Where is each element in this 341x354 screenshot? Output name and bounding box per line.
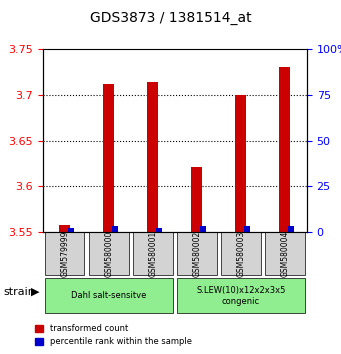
- Legend: transformed count, percentile rank within the sample: transformed count, percentile rank withi…: [31, 321, 195, 350]
- Text: strain: strain: [3, 287, 35, 297]
- Bar: [280, 67, 290, 232]
- FancyBboxPatch shape: [265, 232, 305, 275]
- FancyBboxPatch shape: [45, 279, 173, 313]
- Text: Dahl salt-sensitve: Dahl salt-sensitve: [71, 291, 146, 301]
- FancyBboxPatch shape: [221, 232, 261, 275]
- FancyBboxPatch shape: [133, 232, 173, 275]
- Bar: [59, 225, 70, 232]
- Bar: [191, 167, 202, 232]
- Text: GSM580004: GSM580004: [280, 230, 290, 277]
- Bar: [68, 228, 74, 232]
- Text: GSM580003: GSM580003: [236, 230, 245, 277]
- Bar: [103, 84, 114, 232]
- Bar: [288, 227, 294, 232]
- Bar: [235, 95, 246, 232]
- Text: S.LEW(10)x12x2x3x5
congenic: S.LEW(10)x12x2x3x5 congenic: [196, 286, 285, 306]
- Text: GSM580000: GSM580000: [104, 230, 113, 277]
- Bar: [244, 227, 250, 232]
- FancyBboxPatch shape: [89, 232, 129, 275]
- Bar: [112, 227, 118, 232]
- Bar: [156, 228, 162, 232]
- Text: GSM580001: GSM580001: [148, 230, 157, 277]
- Text: GSM579999: GSM579999: [60, 230, 69, 277]
- Text: GSM580002: GSM580002: [192, 230, 201, 277]
- Text: GDS3873 / 1381514_at: GDS3873 / 1381514_at: [90, 11, 251, 25]
- FancyBboxPatch shape: [177, 279, 305, 313]
- Text: ▶: ▶: [31, 287, 39, 297]
- FancyBboxPatch shape: [45, 232, 85, 275]
- Bar: [147, 82, 158, 232]
- FancyBboxPatch shape: [177, 232, 217, 275]
- Bar: [200, 227, 206, 232]
